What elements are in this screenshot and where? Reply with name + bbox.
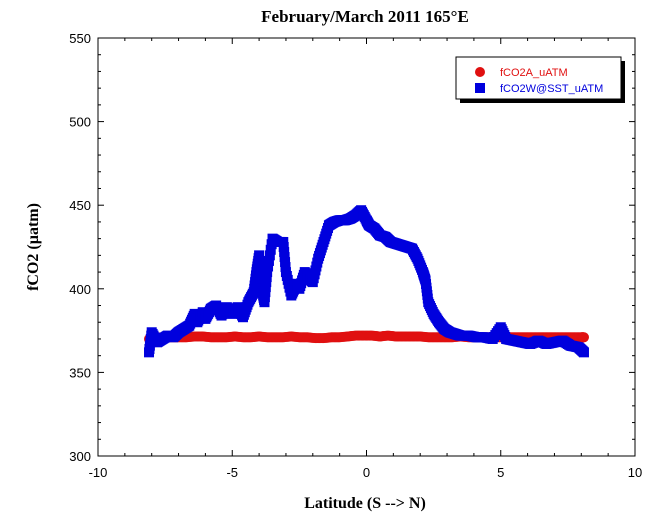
data-point <box>262 267 273 278</box>
data-point <box>260 287 271 298</box>
data-point <box>254 255 265 266</box>
data-point <box>254 250 265 261</box>
data-point <box>278 242 289 252</box>
x-tick-label: 10 <box>628 465 642 480</box>
x-axis-ticks: -10 -5 0 5 10 <box>89 38 642 480</box>
x-tick-label: -10 <box>89 465 108 480</box>
data-point <box>259 297 270 308</box>
y-tick-label: 300 <box>69 449 91 464</box>
y-axis-label: fCO2 (µatm) <box>25 203 42 291</box>
data-point <box>578 347 589 358</box>
data-point <box>255 272 266 283</box>
data-point <box>264 250 275 261</box>
data-point <box>279 247 290 258</box>
legend-label-fco2a: fCO2A_uATM <box>500 67 568 79</box>
data-point <box>278 236 289 247</box>
y-tick-label: 350 <box>69 365 91 380</box>
x-tick-label: -5 <box>226 465 238 480</box>
x-axis-label: Latitude (S --> N) <box>304 495 426 512</box>
data-point <box>261 277 272 288</box>
data-point <box>254 261 265 272</box>
legend-marker-fco2w <box>475 83 485 93</box>
data-point <box>280 262 291 273</box>
data-point <box>261 272 272 283</box>
chart-title: February/March 2011 165°E <box>261 7 469 26</box>
legend: fCO2A_uATM fCO2W@SST_uATM <box>455 56 625 103</box>
data-point <box>263 255 274 266</box>
data-point <box>265 244 276 255</box>
y-tick-label: 500 <box>69 115 91 130</box>
legend-marker-fco2a <box>475 67 485 77</box>
series-layer <box>144 205 589 358</box>
y-tick-label: 400 <box>69 282 91 297</box>
data-point <box>255 267 266 278</box>
data-point <box>260 282 271 293</box>
y-axis-ticks: 300 350 400 450 500 550 <box>69 31 635 464</box>
x-tick-label: 0 <box>363 465 370 480</box>
minor-ticks <box>98 38 635 456</box>
series-fco2w <box>144 205 589 358</box>
y-tick-label: 450 <box>69 198 91 213</box>
data-point <box>263 261 274 272</box>
legend-label-fco2w: fCO2W@SST_uATM <box>500 83 603 95</box>
data-point <box>259 292 270 303</box>
x-tick-label: 5 <box>497 465 504 480</box>
data-point <box>279 252 290 263</box>
data-point <box>578 332 589 343</box>
y-tick-label: 550 <box>69 31 91 46</box>
data-point <box>280 257 291 268</box>
